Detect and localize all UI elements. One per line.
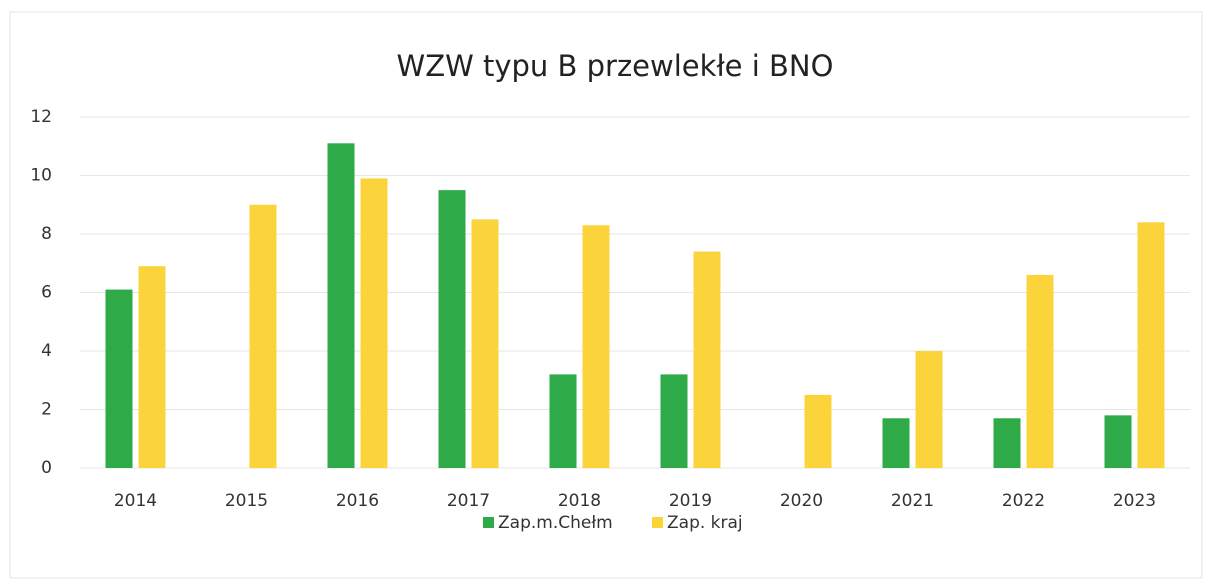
- bar: [138, 266, 166, 468]
- bar: [882, 418, 910, 468]
- x-tick-label: 2021: [891, 491, 934, 511]
- x-tick-label: 2016: [336, 491, 379, 511]
- chart-title: WZW typu B przewlekłe i BNO: [397, 49, 834, 83]
- x-tick-label: 2014: [114, 491, 157, 511]
- y-tick-label: 4: [41, 341, 52, 361]
- y-tick-label: 2: [41, 400, 52, 420]
- bar: [360, 178, 388, 469]
- bar: [915, 351, 943, 468]
- legend-swatch: [483, 517, 494, 528]
- bar: [693, 251, 721, 468]
- bar: [327, 143, 355, 468]
- bar: [249, 204, 277, 468]
- bar: [582, 225, 610, 468]
- bar: [993, 418, 1021, 468]
- x-tick-label: 2020: [780, 491, 823, 511]
- bar: [1104, 415, 1132, 468]
- x-tick-label: 2019: [669, 491, 712, 511]
- bar: [438, 190, 466, 468]
- bar: [660, 374, 688, 468]
- bar: [1026, 274, 1054, 468]
- y-tick-label: 12: [30, 107, 52, 127]
- y-tick-label: 6: [41, 283, 52, 303]
- x-tick-label: 2022: [1002, 491, 1045, 511]
- bar: [471, 219, 499, 468]
- legend-label: Zap.m.Chełm: [498, 513, 613, 533]
- bar: [549, 374, 577, 468]
- bar: [804, 394, 832, 468]
- legend-label: Zap. kraj: [667, 513, 743, 533]
- legend-swatch: [652, 517, 663, 528]
- y-tick-label: 8: [41, 224, 52, 244]
- x-tick-label: 2023: [1113, 491, 1156, 511]
- bar: [105, 289, 133, 468]
- y-tick-label: 10: [30, 166, 52, 186]
- bar: [1137, 222, 1165, 468]
- x-tick-label: 2017: [447, 491, 490, 511]
- x-tick-label: 2015: [225, 491, 268, 511]
- x-tick-label: 2018: [558, 491, 601, 511]
- y-tick-label: 0: [41, 458, 52, 478]
